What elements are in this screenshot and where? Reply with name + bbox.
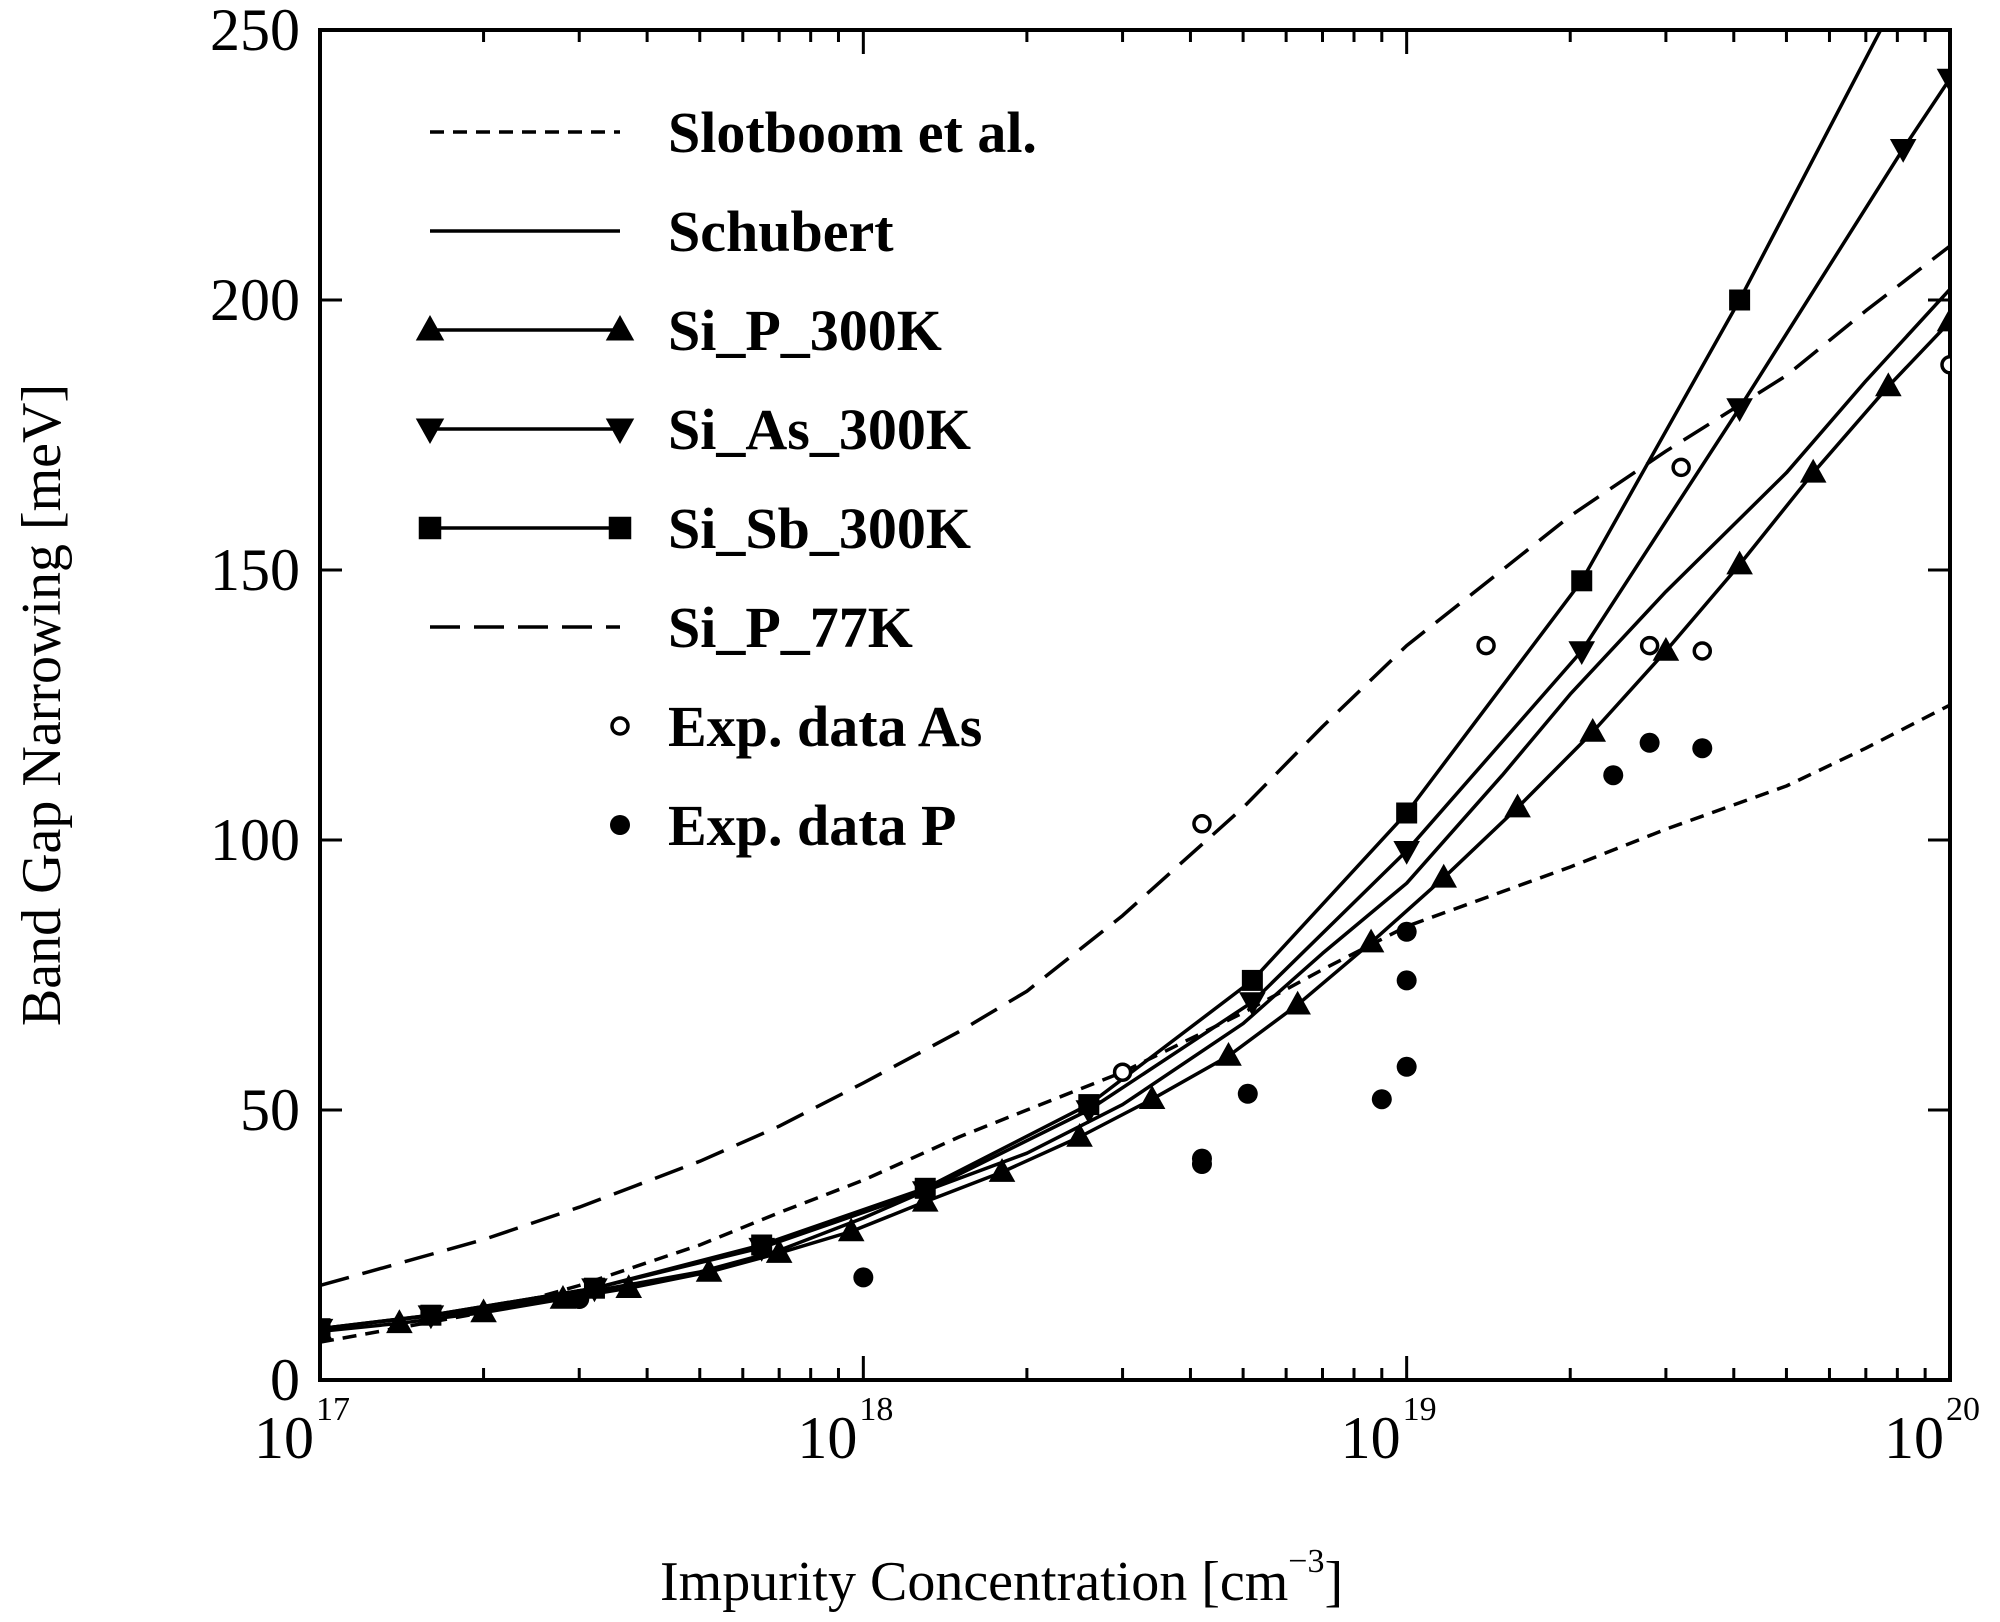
filled-circle-marker (1192, 1149, 1212, 1169)
y-axis-title: Band Gap Narrowing [meV] (11, 384, 73, 1026)
legend-label-1: Schubert (668, 199, 894, 264)
series-line-1 (320, 289, 1950, 1329)
legend: Slotboom et al. Schubert Si_P_300K Si_As_30… (416, 100, 1037, 858)
filled-circle-marker (610, 815, 630, 835)
legend-label-5: Si_P_77K (668, 595, 913, 660)
y-tick-label: 250 (210, 0, 300, 63)
square-marker (915, 1178, 936, 1199)
triangle-down-marker (606, 419, 635, 445)
open-circle-marker (612, 718, 628, 734)
square-marker (1242, 970, 1263, 991)
x-axis-title: Impurity Concentration [cm−3] (660, 1543, 1343, 1613)
series-markers (307, 0, 1964, 1343)
x-tick-exponent: 18 (859, 1391, 893, 1428)
filled-circle-marker (853, 1267, 873, 1287)
open-circle-marker (1694, 643, 1710, 659)
x-axis-title-exponent: −3 (1288, 1543, 1324, 1580)
x-tick-exponent: 19 (1403, 1391, 1437, 1428)
y-tick-label: 150 (210, 537, 300, 603)
x-tick-label: 10 (1884, 1405, 1944, 1471)
triangle-up-marker (1284, 991, 1311, 1015)
open-circle-marker (1942, 357, 1958, 373)
filled-circle-marker (1692, 738, 1712, 758)
x-tick-exponent: 17 (316, 1391, 350, 1428)
legend-label-3: Si_As_300K (668, 397, 971, 462)
square-marker (1396, 803, 1417, 824)
triangle-up-marker (416, 315, 445, 341)
x-tick-label: 10 (1341, 1405, 1401, 1471)
legend-label-0: Slotboom et al. (668, 100, 1037, 165)
square-marker (420, 1305, 441, 1326)
open-circle-marker (1478, 638, 1494, 654)
legend-label-4: Si_Sb_300K (668, 496, 971, 561)
legend-label-7: Exp. data P (668, 793, 956, 858)
filled-circle-marker (1397, 1057, 1417, 1077)
open-circle-marker (1194, 816, 1210, 832)
series-line-5 (320, 246, 1950, 1286)
triangle-up-marker (1139, 1085, 1166, 1109)
triangle-up-marker (1937, 308, 1964, 332)
x-tick-exponent: 20 (1946, 1391, 1980, 1428)
filled-circle-marker (1397, 922, 1417, 942)
square-marker (1729, 290, 1750, 311)
series-line-2 (320, 322, 1950, 1332)
triangle-up-marker (989, 1158, 1016, 1182)
x-axis-title-text: Impurity Concentration [cm (660, 1551, 1288, 1613)
square-marker (1571, 570, 1592, 591)
y-tick-label: 50 (240, 1077, 300, 1143)
filled-circle-marker (1372, 1089, 1392, 1109)
x-axis-title-close: ] (1324, 1551, 1343, 1613)
triangle-down-marker (416, 419, 445, 445)
legend-label-2: Si_P_300K (668, 298, 942, 363)
x-tick-label: 10 (254, 1405, 314, 1471)
series-lines (320, 0, 1950, 1342)
open-circle-marker (1673, 459, 1689, 475)
triangle-up-marker (606, 315, 635, 341)
triangle-down-marker (1239, 992, 1266, 1016)
open-circle-marker (1115, 1064, 1131, 1080)
filled-circle-marker (1603, 765, 1623, 785)
square-marker (751, 1235, 772, 1256)
triangle-down-marker (1890, 139, 1917, 163)
series-line-0 (320, 705, 1950, 1342)
open-circle-marker (1642, 638, 1658, 654)
square-marker (609, 517, 632, 540)
y-tick-label: 0 (270, 1347, 300, 1413)
square-marker (1078, 1094, 1099, 1115)
filled-circle-marker (1238, 1084, 1258, 1104)
filled-circle-marker (569, 1289, 589, 1309)
square-marker (419, 517, 442, 540)
triangle-up-marker (1215, 1042, 1242, 1066)
legend-label-6: Exp. data As (668, 694, 982, 759)
series-line-4 (320, 0, 1903, 1329)
triangle-down-marker (1937, 69, 1964, 93)
filled-circle-marker (1397, 970, 1417, 990)
series-line-3 (320, 79, 1950, 1329)
y-tick-label: 200 (210, 267, 300, 333)
x-tick-label: 10 (797, 1405, 857, 1471)
y-tick-label: 100 (210, 807, 300, 873)
square-marker (310, 1318, 331, 1339)
filled-circle-marker (1640, 733, 1660, 753)
triangle-up-marker (1066, 1123, 1093, 1147)
